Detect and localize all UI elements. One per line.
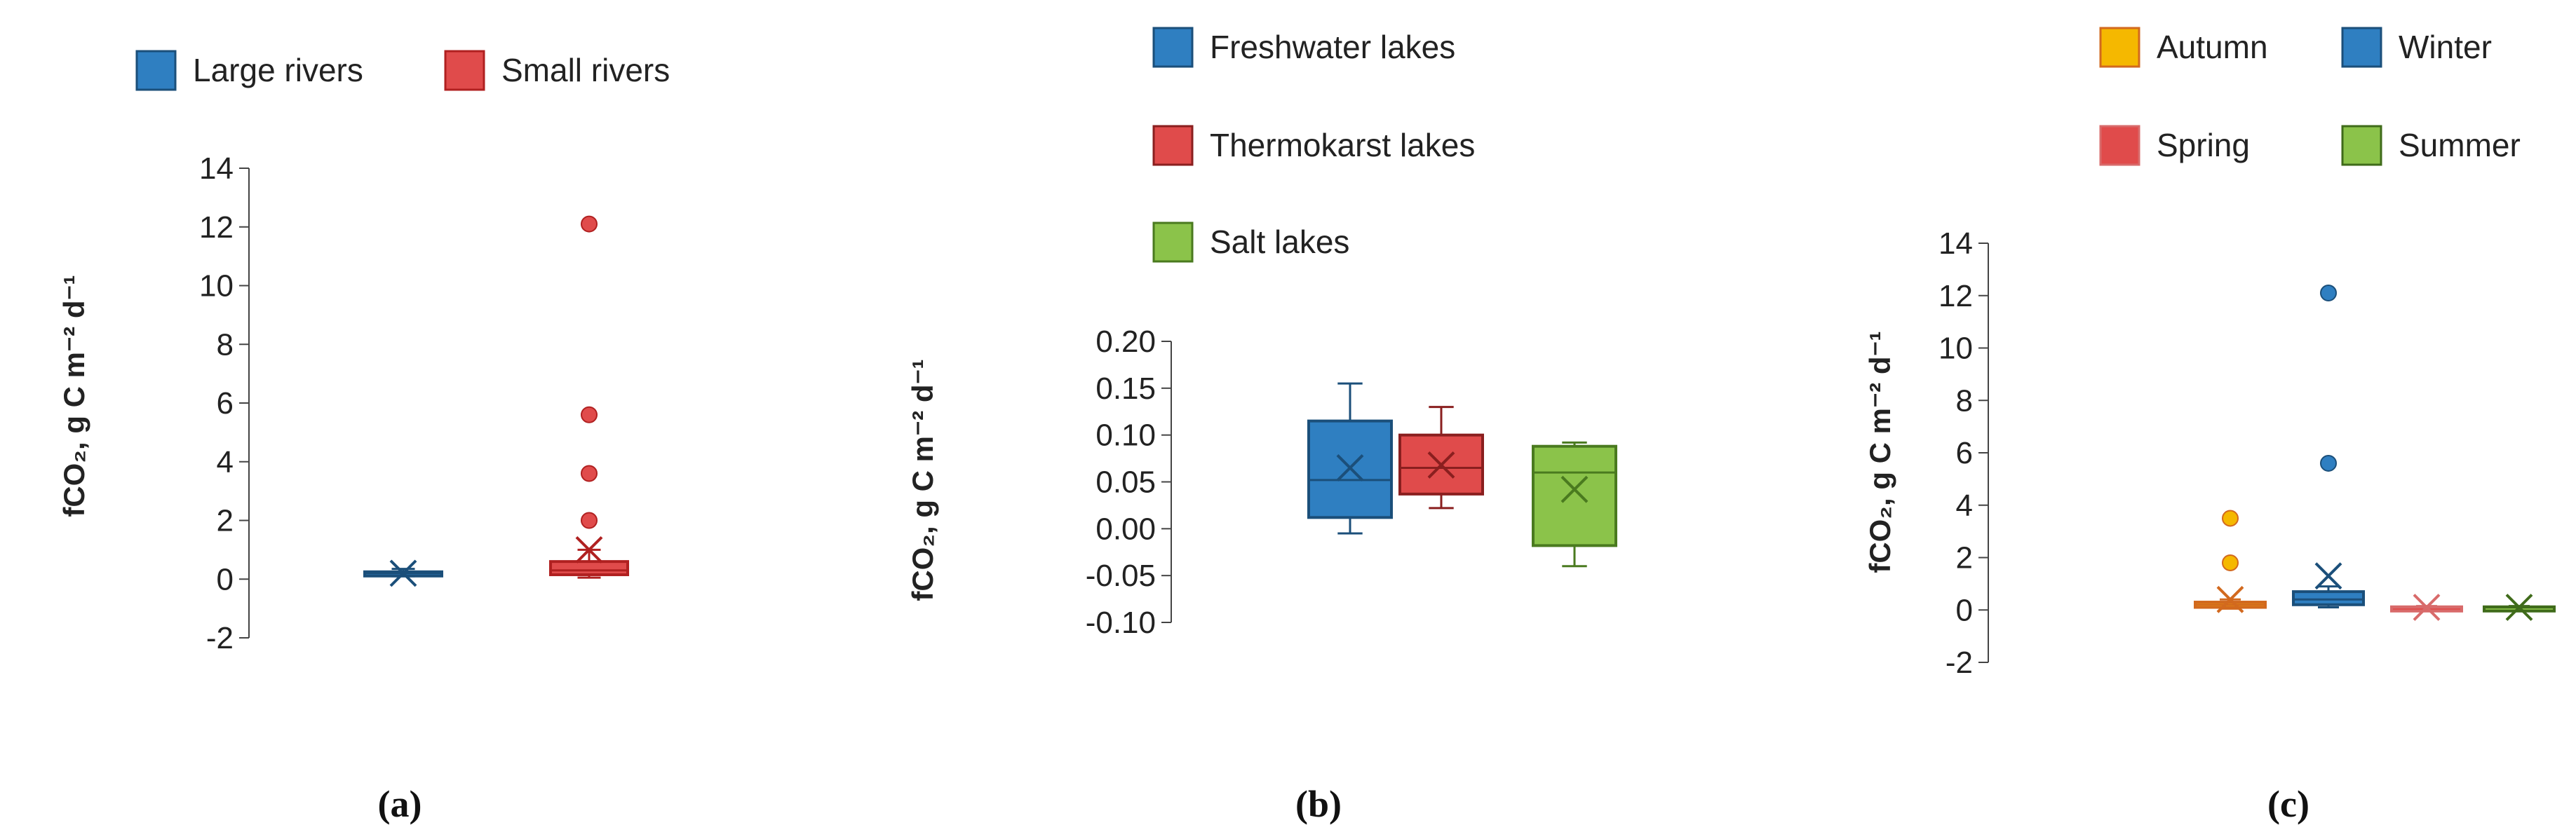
legend-swatch [1152,125,1194,166]
box-body [2292,590,2365,606]
legend-label: Freshwater lakes [1210,29,1455,65]
mean-marker [389,559,417,587]
box-spring [2390,594,2463,621]
box-large-rivers [363,559,443,587]
legend-swatch [135,50,177,91]
legend-label: Summer [2399,127,2521,163]
y-tick-label: -2 [206,621,234,655]
legend-label: Autumn [2157,29,2268,65]
legend-swatch [2099,125,2140,166]
legend-swatch [1152,27,1194,68]
y-tick-label: -0.05 [1086,559,1156,593]
panel-caption: (c) [2267,783,2309,825]
y-tick-label: -0.10 [1086,606,1156,640]
legend-swatch [2099,27,2140,68]
outlier-point [581,465,598,482]
panel-caption: (b) [1295,783,1342,825]
box-winter [2292,285,2365,609]
mean-marker [2314,562,2342,590]
y-tick-label: 0.10 [1095,418,1156,453]
legend-swatch [2341,27,2382,68]
outlier-point [2222,554,2239,571]
mean-marker [1336,454,1364,482]
y-tick-label: 0 [1956,593,1973,627]
y-tick-label: 4 [1956,489,1973,523]
y-tick-label: -2 [1946,646,1973,680]
y-axis-title: fCO₂, g C m⁻² d⁻¹ [906,359,939,601]
mean-marker [2216,585,2244,613]
mean-marker [1560,475,1589,503]
mean-marker [2413,594,2441,621]
y-axis-title: fCO₂, g C m⁻² d⁻¹ [58,275,90,517]
y-tick-label: 0.05 [1095,465,1156,500]
outlier-point [581,215,598,233]
chart-panel-3: 14 12 10 8 6 4 2 0 -2 fCO₂, g C m⁻² d⁻¹ Autumn Wint… [1863,27,2556,825]
y-tick-label: 2 [1956,541,1973,575]
legend-label: Salt lakes [1210,224,1349,260]
box-body [549,560,629,576]
box-salt-lakes [1532,441,1617,568]
outlier-point [581,406,598,423]
y-tick-label: 0.20 [1095,325,1156,359]
mean-marker [575,536,603,564]
legend-label: Large rivers [193,52,363,88]
y-tick-label: 2 [217,504,234,538]
legend-label: Small rivers [501,52,670,88]
panel-caption: (a) [378,783,422,825]
legend-label: Winter [2399,29,2492,65]
y-tick-label: 0 [217,562,234,596]
legend-label: Spring [2157,127,2250,163]
y-tick-label: 0.15 [1095,371,1156,406]
box-small-rivers [549,215,629,579]
y-tick-label: 14 [1938,226,1973,261]
y-axis-title: fCO₂, g C m⁻² d⁻¹ [1863,331,1896,573]
mean-marker [1427,451,1455,479]
chart-panel-2: 0.20 0.15 0.10 0.05 0.00 -0.05 -0.10 fCO₂, g C … [906,27,1617,825]
y-tick-label: 10 [199,269,234,303]
y-tick-label: 6 [217,386,234,421]
y-tick-label: 4 [217,445,234,479]
box-autumn [2194,510,2267,613]
y-tick-label: 0.00 [1095,512,1156,546]
legend-swatch [2341,125,2382,166]
y-tick-label: 8 [217,327,234,362]
legend-label: Thermokarst lakes [1210,127,1475,163]
box-summer [2483,594,2556,621]
outlier-point [2222,510,2239,527]
y-tick-label: 10 [1938,332,1973,366]
box-body [1532,444,1617,547]
y-tick-label: 12 [199,210,234,245]
legend-swatch [444,50,485,91]
outlier-point [2320,454,2337,472]
outlier-point [2320,285,2337,302]
chart-panel-1: 14 12 10 8 6 4 2 0 -2 fCO₂, g C m⁻² d⁻¹ Large rive… [58,50,670,825]
outlier-point [581,512,598,529]
mean-marker [2505,594,2533,621]
legend-swatch [1152,221,1194,263]
y-tick-label: 12 [1938,279,1973,313]
y-tick-label: 14 [199,151,234,186]
box-freshwater-lakes [1307,382,1393,535]
y-tick-label: 8 [1956,383,1973,418]
y-tick-label: 6 [1956,436,1973,470]
box-thermokarst-lakes [1398,406,1484,510]
